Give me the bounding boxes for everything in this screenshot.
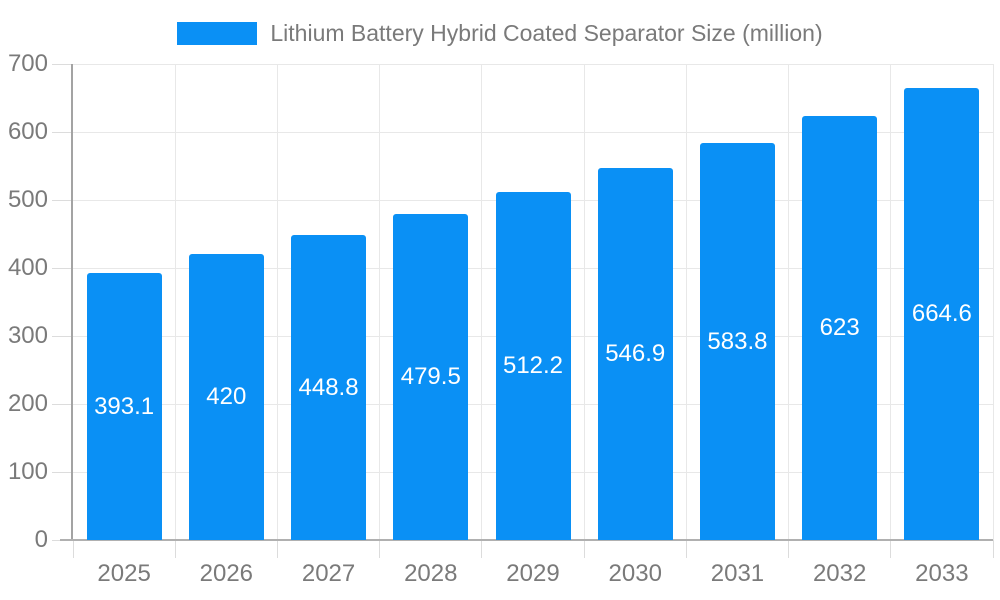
- x-axis-tick: [890, 540, 892, 558]
- bar-value-label: 512.2: [502, 352, 564, 379]
- x-axis-label: 2029: [506, 560, 560, 587]
- x-axis-label: 2025: [97, 560, 151, 587]
- x-axis-tick: [788, 540, 790, 558]
- bar: [393, 214, 469, 540]
- x-axis-line: [60, 539, 993, 541]
- y-axis-label: 0: [34, 526, 48, 553]
- x-axis-tick: [481, 540, 483, 558]
- bar: [699, 143, 775, 540]
- x-gridline: [992, 64, 994, 540]
- y-gridline: [73, 131, 993, 133]
- y-axis-label: 100: [7, 458, 48, 485]
- x-axis-label: 2030: [608, 560, 662, 587]
- x-axis-tick: [276, 540, 278, 558]
- y-axis-label: 300: [7, 322, 48, 349]
- bar: [802, 116, 878, 540]
- y-axis-tick: [52, 63, 73, 65]
- x-gridline: [276, 64, 278, 540]
- y-axis-tick: [52, 131, 73, 133]
- x-axis-tick: [685, 540, 687, 558]
- x-axis-tick: [379, 540, 381, 558]
- bar-value-label: 583.8: [707, 327, 768, 355]
- legend-swatch: [177, 21, 258, 45]
- y-axis-tick: [52, 199, 73, 201]
- x-axis-tick: [583, 540, 585, 558]
- x-gridline: [788, 64, 790, 540]
- bar-value-label: 420: [206, 383, 247, 410]
- chart-legend: Lithium Battery Hybrid Coated Separator …: [0, 20, 1000, 46]
- y-axis-tick: [52, 403, 73, 405]
- x-axis-label: 2027: [301, 560, 356, 587]
- bar: [495, 192, 571, 540]
- bar-value-label: 623: [819, 314, 860, 341]
- x-axis-label: 2026: [199, 560, 254, 587]
- x-axis-label: 2032: [812, 560, 867, 587]
- y-axis-line: [71, 64, 73, 540]
- x-axis-tick: [174, 540, 176, 558]
- x-gridline: [379, 64, 381, 540]
- y-gridline: [73, 63, 993, 65]
- y-axis-label: 600: [7, 118, 48, 145]
- bar-value-label: 546.9: [605, 340, 666, 367]
- bar-value-label: 479.5: [400, 363, 461, 390]
- x-gridline: [890, 64, 892, 540]
- bar: [904, 88, 980, 540]
- y-axis-label: 400: [7, 254, 48, 281]
- x-axis-label: 2031: [710, 560, 765, 587]
- y-axis-label: 700: [7, 50, 48, 77]
- bar-value-label: 393.1: [94, 392, 155, 420]
- y-axis-tick: [52, 471, 73, 473]
- bar: [86, 273, 162, 540]
- y-axis-label: 500: [7, 186, 48, 213]
- x-gridline: [583, 64, 585, 540]
- y-axis-tick: [52, 267, 73, 269]
- x-axis-label: 2028: [404, 560, 458, 587]
- legend-label: Lithium Battery Hybrid Coated Separator …: [270, 19, 823, 46]
- x-gridline: [685, 64, 687, 540]
- y-axis-label: 200: [7, 390, 48, 417]
- bar-value-label: 664.6: [911, 300, 972, 327]
- x-gridline: [481, 64, 483, 540]
- bar-value-label: 448.8: [298, 373, 359, 401]
- x-axis-tick: [72, 540, 74, 558]
- x-axis-label: 2033: [915, 560, 969, 587]
- bar: [597, 168, 673, 540]
- bar: [291, 235, 367, 540]
- x-gridline: [174, 64, 176, 540]
- x-axis-tick: [992, 540, 994, 558]
- bar: [188, 254, 264, 540]
- y-axis-tick: [52, 335, 73, 337]
